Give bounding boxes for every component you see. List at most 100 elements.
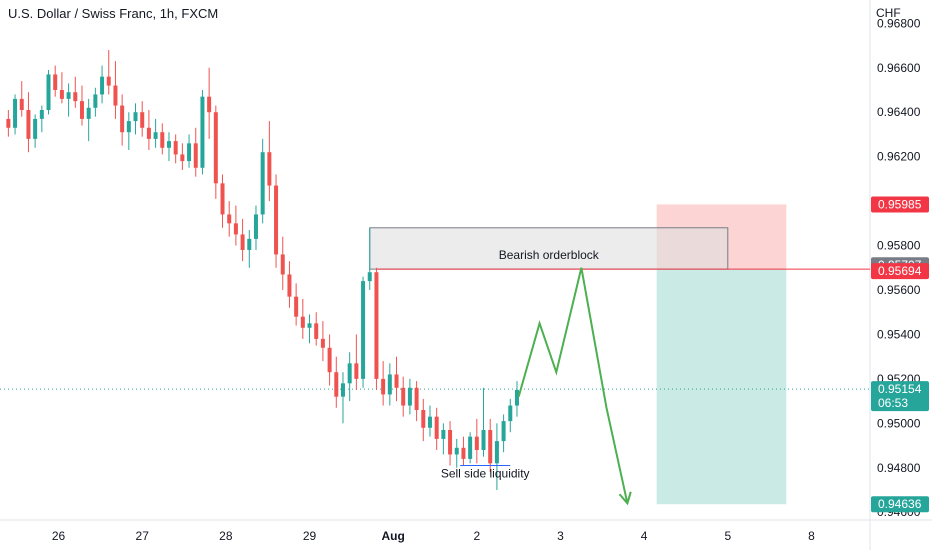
candle-body xyxy=(407,387,412,406)
y-tick-label: 0.96200 xyxy=(877,150,921,164)
candle-body xyxy=(79,101,84,119)
candle-body xyxy=(59,90,64,99)
y-tick-label: 0.95600 xyxy=(877,283,921,297)
candle-body xyxy=(401,387,406,406)
candle-body xyxy=(461,447,466,459)
candle-body xyxy=(441,430,446,439)
candle-body xyxy=(354,363,359,379)
candle-body xyxy=(160,132,165,148)
price-label-current: 0.95154 xyxy=(878,382,922,396)
currency-label: CHF xyxy=(876,6,901,20)
candle-body xyxy=(187,143,192,162)
price-label-stop-bg xyxy=(871,196,929,213)
candle-body xyxy=(474,436,479,450)
candle-body xyxy=(294,296,299,317)
candle-body xyxy=(374,272,379,379)
candle-body xyxy=(13,98,18,128)
candle-body xyxy=(19,98,24,110)
candle-body xyxy=(260,152,265,215)
candle-body xyxy=(501,421,506,442)
candle-body xyxy=(133,112,138,122)
orderblock-zone xyxy=(369,227,729,270)
candle-body xyxy=(448,430,453,455)
y-tick-label: 0.96600 xyxy=(877,61,921,75)
candle-body xyxy=(200,96,205,168)
candle-body xyxy=(93,94,98,108)
liquidity-label: Sell side liquidity xyxy=(441,467,530,481)
candle-body xyxy=(233,223,238,235)
bar-countdown: 06:53 xyxy=(878,396,908,410)
candle-body xyxy=(166,141,171,148)
candle-body xyxy=(327,347,332,373)
candle-body xyxy=(307,323,312,328)
candle-body xyxy=(106,76,111,86)
price-label-entry-bg xyxy=(871,263,929,280)
candle-body xyxy=(454,447,459,455)
candle-body xyxy=(120,105,125,133)
candle-body xyxy=(274,185,279,255)
candle-body xyxy=(146,127,151,139)
candle-body xyxy=(180,154,185,162)
candle-body xyxy=(240,234,245,250)
price-label-entry: 0.95694 xyxy=(878,264,922,278)
candle-body xyxy=(220,183,225,215)
candle-body xyxy=(253,214,258,239)
candle-body xyxy=(300,316,305,328)
candle-body xyxy=(381,378,386,395)
candle-body xyxy=(207,96,212,113)
price-label-current-bg xyxy=(871,381,929,412)
candle-body xyxy=(320,338,325,348)
candle-body xyxy=(361,281,366,379)
y-tick-label: 0.95000 xyxy=(877,416,921,430)
projection-arrowhead xyxy=(618,491,632,506)
candle-body xyxy=(394,374,399,388)
candle-body xyxy=(227,214,232,224)
projection-path xyxy=(517,267,629,504)
candle-body xyxy=(481,430,486,450)
x-tick-label: 27 xyxy=(136,529,150,543)
orderblock-label: Bearish orderblock xyxy=(499,248,600,262)
candle-body xyxy=(140,112,145,128)
x-tick-label: 5 xyxy=(724,529,731,543)
x-tick-label: 4 xyxy=(641,529,648,543)
candle-body xyxy=(113,85,118,106)
candle-body xyxy=(287,274,292,297)
y-tick-label: 0.95800 xyxy=(877,239,921,253)
candle-body xyxy=(193,143,198,168)
candle-body xyxy=(86,107,91,119)
y-tick-label: 0.94800 xyxy=(877,461,921,475)
candle-body xyxy=(126,121,131,133)
candle-body xyxy=(508,405,513,422)
candle-body xyxy=(514,390,519,406)
candle-body xyxy=(414,387,419,410)
candle-body xyxy=(340,383,345,397)
x-tick-label: 2 xyxy=(473,529,480,543)
candle-body xyxy=(100,76,105,95)
candle-body xyxy=(53,74,58,90)
candle-body xyxy=(314,323,319,339)
candle-body xyxy=(468,436,473,459)
x-tick-label: Aug xyxy=(382,529,405,543)
candle-body xyxy=(73,92,78,102)
candle-body xyxy=(213,112,218,184)
chart-title: U.S. Dollar / Swiss Franc, 1h, FXCM xyxy=(8,6,219,21)
candle-body xyxy=(153,132,158,139)
candle-body xyxy=(387,374,392,395)
candle-body xyxy=(421,410,426,428)
candle-body xyxy=(173,141,178,155)
candle-body xyxy=(334,372,339,397)
candle-body xyxy=(280,254,285,275)
candle-body xyxy=(46,74,51,110)
x-tick-label: 26 xyxy=(52,529,66,543)
x-tick-label: 29 xyxy=(303,529,317,543)
y-tick-label: 0.95400 xyxy=(877,327,921,341)
take-profit-zone xyxy=(656,269,787,505)
candle-body xyxy=(488,430,493,464)
candle-body xyxy=(26,110,31,139)
x-tick-label: 8 xyxy=(808,529,815,543)
candle-body xyxy=(6,118,11,128)
candle-body xyxy=(33,118,38,139)
x-tick-label: 28 xyxy=(219,529,233,543)
y-tick-label: 0.96400 xyxy=(877,105,921,119)
